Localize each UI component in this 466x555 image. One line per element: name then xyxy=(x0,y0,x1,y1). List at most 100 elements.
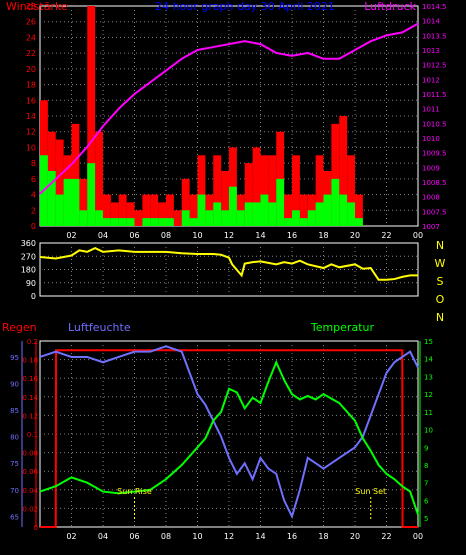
wind-x-tick: 16 xyxy=(287,231,297,240)
wind-y-tick: 0 xyxy=(31,222,36,231)
wind-y-tick: 2 xyxy=(31,206,36,215)
wind-avg-bar xyxy=(118,218,127,226)
wind-max-bar xyxy=(134,210,143,226)
rain-y-tick: 0.08 xyxy=(22,450,38,458)
wind-max-bar xyxy=(205,194,214,226)
direction-y-tick: 360 xyxy=(21,239,36,248)
wind-avg-bar xyxy=(95,210,103,226)
wind-max-bar xyxy=(118,194,127,226)
pressure-y-tick-labels: 1007 1007.5 1008 1008.5 1009 1009.5 1010 1010.5… xyxy=(422,3,447,231)
climate-x-tick-labels: 02 04 06 08 10 12 14 16 18 20 22 00 xyxy=(66,532,423,541)
wind-y-tick: 12 xyxy=(26,128,36,137)
rain-y-tick: 0.14 xyxy=(22,394,38,402)
wind-avg-bar xyxy=(323,194,332,226)
wind-max-bar xyxy=(126,202,135,226)
wind-x-tick: 06 xyxy=(129,231,139,240)
climate-x-tick: 10 xyxy=(192,532,202,541)
rain-y-tick: 0.12 xyxy=(22,412,38,420)
wind-max-bar xyxy=(110,202,119,226)
climate-x-tick: 00 xyxy=(413,532,423,541)
climate-x-tick: 08 xyxy=(161,532,171,541)
rain-y-tick: 0.02 xyxy=(22,505,38,513)
direction-y-tick-labels: 0 90 180 270 360 xyxy=(21,239,36,301)
wind-avg-bar xyxy=(47,171,56,226)
temperature-y-tick: 15 xyxy=(424,338,433,346)
wind-avg-bar xyxy=(268,202,277,226)
pressure-y-tick: 1009 xyxy=(422,164,440,172)
wind-avg-bars xyxy=(40,155,363,226)
wind-max-bar xyxy=(79,178,88,226)
pressure-y-tick: 1010 xyxy=(422,135,440,143)
wind-max-bar xyxy=(299,194,308,226)
sun-annotation: Sun Set xyxy=(355,487,386,496)
wind-max-bar xyxy=(173,210,182,226)
wind-avg-bar xyxy=(221,210,229,226)
wind-y-tick: 10 xyxy=(26,143,36,152)
wind-avg-bar xyxy=(205,210,214,226)
climate-chart-grid xyxy=(40,341,418,527)
wind-max-bar xyxy=(213,155,222,226)
wind-x-tick-labels: 02 04 06 08 10 12 14 16 18 20 22 00 xyxy=(66,231,423,240)
wind-y-tick: 16 xyxy=(26,96,36,105)
wind-x-tick: 08 xyxy=(161,231,171,240)
compass-label: N xyxy=(436,311,444,324)
climate-x-tick: 18 xyxy=(318,532,328,541)
wind-avg-bar xyxy=(347,202,355,226)
wind-avg-bar xyxy=(355,218,363,226)
wind-y-tick: 26 xyxy=(26,18,36,27)
wind-max-bar xyxy=(355,194,363,226)
climate-x-tick: 20 xyxy=(350,532,360,541)
wind-avg-bar xyxy=(110,218,119,226)
wind-max-bar xyxy=(150,194,159,226)
wind-max-bar xyxy=(260,155,269,226)
humidity-y-tick: 70 xyxy=(10,487,19,495)
humidity-y-tick-labels: 65 70 75 80 85 90 95 xyxy=(10,354,19,521)
wind-max-bar xyxy=(252,147,261,226)
wind-max-bar xyxy=(189,194,198,226)
wind-x-tick: 00 xyxy=(413,231,423,240)
pressure-y-tick: 1007 xyxy=(422,223,440,231)
direction-y-tick: 270 xyxy=(21,252,36,261)
wind-avg-bar xyxy=(229,186,237,226)
pressure-y-tick: 1012.5 xyxy=(422,62,447,70)
sun-annotations: Sun Rise Sun Set xyxy=(117,487,386,519)
wind-avg-bar xyxy=(276,178,285,226)
temperature-y-tick: 6 xyxy=(424,497,429,505)
temperature-y-tick: 5 xyxy=(424,515,428,523)
wind-axis-label: Windstärke xyxy=(6,0,68,13)
climate-x-tick: 02 xyxy=(66,532,76,541)
rain-line xyxy=(40,349,418,528)
climate-x-tick: 04 xyxy=(98,532,108,541)
wind-avg-bar xyxy=(150,218,159,226)
wind-avg-bar xyxy=(244,202,253,226)
pressure-y-tick: 1012 xyxy=(422,76,440,84)
compass-label: O xyxy=(436,293,445,306)
temperature-y-tick: 14 xyxy=(424,356,433,364)
pressure-y-tick: 1009.5 xyxy=(422,150,447,158)
direction-chart-grid xyxy=(40,243,418,296)
temperature-axis-label: Temperatur xyxy=(310,321,375,334)
direction-line xyxy=(39,247,418,281)
humidity-line xyxy=(39,345,419,520)
wind-max-bar xyxy=(307,194,316,226)
wind-max-bar xyxy=(331,123,340,226)
rain-y-tick: 0.06 xyxy=(22,468,38,476)
pressure-y-tick: 1007.5 xyxy=(422,208,447,216)
wind-max-bar xyxy=(166,194,174,226)
sun-annotation: Sun Rise xyxy=(117,487,152,496)
wind-x-tick: 18 xyxy=(318,231,328,240)
pressure-y-tick: 1013.5 xyxy=(422,32,447,40)
wind-avg-bar xyxy=(307,210,316,226)
wind-avg-bar xyxy=(292,210,300,226)
wind-max-bar xyxy=(284,194,292,226)
temperature-y-tick: 7 xyxy=(424,480,428,488)
wind-x-tick: 10 xyxy=(192,231,202,240)
wind-avg-bar xyxy=(55,194,64,226)
wind-avg-bar xyxy=(252,202,261,226)
rain-y-tick: 0.2 xyxy=(27,338,38,346)
wind-max-bar xyxy=(95,131,103,226)
humidity-y-tick: 90 xyxy=(10,381,19,389)
pressure-y-tick: 1011 xyxy=(422,106,440,114)
wind-x-tick: 02 xyxy=(66,231,76,240)
